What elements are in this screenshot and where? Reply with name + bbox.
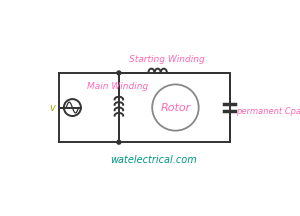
Circle shape	[117, 140, 121, 144]
Text: Main Winding: Main Winding	[87, 82, 148, 91]
Text: watelectrical.com: watelectrical.com	[110, 155, 197, 165]
Circle shape	[117, 71, 121, 75]
Text: permanent Cpacitor: permanent Cpacitor	[236, 107, 300, 116]
Text: Starting Winding: Starting Winding	[129, 54, 205, 64]
Text: v: v	[49, 103, 55, 113]
Text: Rotor: Rotor	[160, 103, 190, 113]
